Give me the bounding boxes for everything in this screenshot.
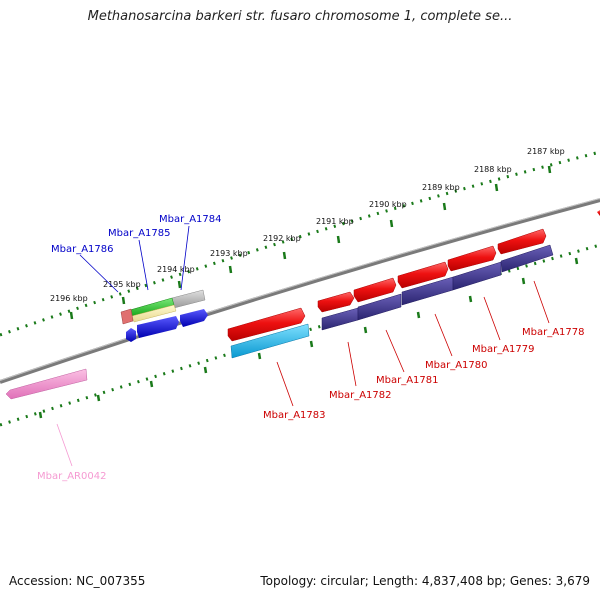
gene-block-mbar-a1784[interactable] xyxy=(180,309,208,327)
gene-label-mbar-a1778[interactable]: Mbar_A1778 xyxy=(522,327,585,338)
chromosome-backbone xyxy=(0,198,600,384)
upper-ruler-line xyxy=(0,150,600,337)
tick-label-2188: 2188 kbp xyxy=(474,165,512,174)
gene-label-mbar-a1780[interactable]: Mbar_A1780 xyxy=(425,360,488,371)
forward-strand-genes xyxy=(227,210,600,342)
gene-block-mbar-a1780-fwd[interactable] xyxy=(397,261,449,289)
gene-block-mbar-a1779[interactable] xyxy=(452,261,502,291)
gene-label-mbar-a1784[interactable]: Mbar_A1784 xyxy=(159,214,222,225)
leader-lines xyxy=(56,225,550,467)
gene-block-mbar-a1782[interactable] xyxy=(321,307,359,331)
lower-ruler-major-ticks xyxy=(38,257,579,419)
gene-label-mbar-a1785[interactable]: Mbar_A1785 xyxy=(108,228,171,239)
genome-stats-text: Topology: circular; Length: 4,837,408 bp… xyxy=(260,574,590,588)
gene-label-mbar-a1786[interactable]: Mbar_A1786 xyxy=(51,244,114,255)
page-title: Methanosarcina barkeri str. fusaro chrom… xyxy=(87,9,513,24)
gene-block-mbar-a1782-fwd[interactable] xyxy=(317,291,355,313)
gene-block-mbar-a1781-fwd[interactable] xyxy=(353,277,397,303)
gene-label-mbar-ar0042[interactable]: Mbar_AR0042 xyxy=(37,471,106,482)
gene-block-mbar-a1781[interactable] xyxy=(357,293,402,321)
tick-label-2195: 2195 kbp xyxy=(103,280,141,289)
backbone-highlight xyxy=(0,198,600,381)
gene-block-mbar-a1778[interactable] xyxy=(500,244,554,273)
gene-block-yellow[interactable] xyxy=(131,304,177,323)
tick-label-2196: 2196 kbp xyxy=(50,294,88,303)
gene-label-mbar-a1782[interactable]: Mbar_A1782 xyxy=(329,390,392,401)
gene-block-cyan[interactable] xyxy=(230,323,310,359)
reverse-strand-genes xyxy=(321,244,554,331)
gene-block-gray[interactable] xyxy=(171,289,206,309)
gene-block-mbar-a1785[interactable] xyxy=(137,316,179,338)
upper-ruler-major-ticks xyxy=(69,165,552,320)
tick-label-2192: 2192 kbp xyxy=(263,234,301,243)
gene-block-mbar-a1778-fwd[interactable] xyxy=(497,228,547,255)
tick-label-2194: 2194 kbp xyxy=(157,265,195,274)
gene-block-mbar-a1786[interactable] xyxy=(126,328,136,342)
gene-block-mbar-a1779-fwd[interactable] xyxy=(447,245,497,272)
gene-block-mbar-a1783[interactable] xyxy=(227,307,306,342)
tick-label-2189: 2189 kbp xyxy=(422,183,460,192)
tick-label-2190: 2190 kbp xyxy=(369,200,407,209)
gene-block-salmon[interactable] xyxy=(120,308,134,325)
left-gene-cluster xyxy=(120,289,208,342)
gene-block-mbar-ar0042[interactable] xyxy=(5,368,88,400)
gene-label-mbar-a1781[interactable]: Mbar_A1781 xyxy=(376,375,439,386)
tick-label-2187: 2187 kbp xyxy=(527,147,565,156)
gene-block-edge-right[interactable] xyxy=(597,210,600,216)
gene-label-mbar-a1779[interactable]: Mbar_A1779 xyxy=(472,344,535,355)
accession-text: Accession: NC_007355 xyxy=(9,574,146,588)
tick-label-2193: 2193 kbp xyxy=(210,249,248,258)
tick-label-2191: 2191 kbp xyxy=(316,217,354,226)
gene-label-mbar-a1783[interactable]: Mbar_A1783 xyxy=(263,410,326,421)
